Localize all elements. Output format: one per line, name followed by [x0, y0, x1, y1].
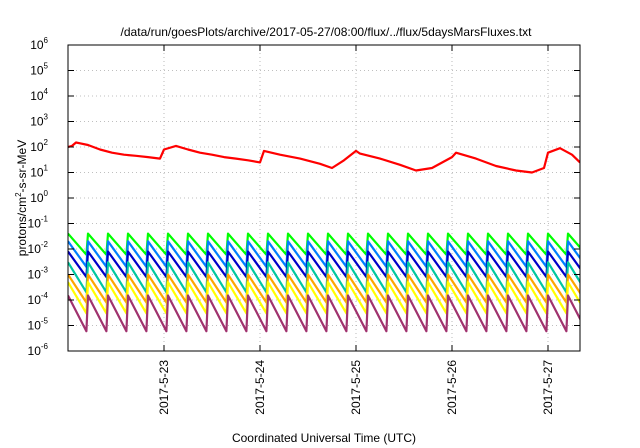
y-tick-base: 10: [28, 268, 42, 282]
y-tick-label: 104: [30, 87, 48, 103]
y-tick-exponent: -5: [41, 317, 49, 326]
y-tick-exponent: 5: [44, 62, 49, 71]
x-tick-label: 2017-5-24: [253, 360, 267, 415]
y-tick-exponent: 0: [44, 189, 49, 198]
series-line-3: [68, 250, 580, 279]
x-axis-label: Coordinated Universal Time (UTC): [232, 431, 416, 445]
y-tick-exponent: -6: [41, 342, 49, 351]
y-tick-label: 10-2: [28, 240, 49, 256]
y-tick-base: 10: [30, 140, 44, 154]
series-line-2: [68, 240, 580, 268]
y-axis: 10610510410310210110010-110-210-310-410-…: [28, 36, 580, 358]
y-tick-exponent: 6: [44, 36, 49, 45]
grid: [68, 44, 580, 352]
y-axis-label-prefix: protons/cm: [15, 197, 29, 256]
x-tick-label: 2017-5-25: [349, 360, 363, 415]
y-tick-base: 10: [30, 64, 44, 78]
y-tick-base: 10: [30, 38, 44, 52]
y-tick-base: 10: [30, 115, 44, 129]
y-tick-exponent: -4: [41, 291, 49, 300]
x-axis: 2017-5-23 2017-5-24 2017-5-25 2017-5-26 2017…: [157, 45, 555, 415]
series-line-1: [68, 232, 580, 256]
y-tick-exponent: 3: [44, 113, 49, 122]
x-tick-label: 2017-5-27: [541, 360, 555, 415]
y-tick-base: 10: [28, 242, 42, 256]
y-tick-exponent: 1: [44, 164, 49, 173]
y-tick-exponent: -1: [41, 215, 49, 224]
y-tick-label: 106: [30, 36, 48, 52]
y-tick-label: 10-3: [28, 266, 49, 282]
y-tick-label: 105: [30, 62, 48, 78]
y-tick-base: 10: [30, 191, 44, 205]
x-tick-label: 2017-5-23: [157, 360, 171, 415]
chart-title: /data/run/goesPlots/archive/2017-05-27/0…: [121, 25, 533, 39]
y-tick-label: 102: [30, 138, 48, 154]
y-tick-base: 10: [28, 293, 42, 307]
series-layer: [68, 141, 580, 333]
series-line-7: [68, 294, 580, 333]
series-line-5: [68, 273, 580, 304]
y-tick-label: 101: [30, 164, 48, 180]
y-tick-exponent: -3: [41, 266, 49, 275]
y-tick-base: 10: [30, 166, 44, 180]
y-tick-base: 10: [28, 319, 42, 333]
y-tick-base: 10: [30, 89, 44, 103]
y-tick-base: 10: [28, 217, 42, 231]
y-axis-label-sup: 2: [14, 192, 23, 197]
y-tick-label: 10-1: [28, 215, 49, 231]
y-tick-label: 10-5: [28, 317, 49, 333]
series-line-4: [68, 261, 580, 294]
y-tick-label: 10-6: [28, 342, 49, 358]
y-tick-label: 10-4: [28, 291, 49, 307]
y-tick-exponent: 2: [44, 138, 49, 147]
y-tick-label: 100: [30, 189, 48, 205]
y-axis-label-suffix: -s-sr-MeV: [15, 140, 29, 193]
y-tick-base: 10: [28, 344, 42, 358]
x-tick-label: 2017-5-26: [445, 360, 459, 415]
y-axis-label: protons/cm2-s-sr-MeV: [14, 140, 29, 256]
series-line-6: [68, 281, 580, 315]
y-tick-exponent: -2: [41, 240, 49, 249]
y-tick-exponent: 4: [44, 87, 49, 96]
series-line-0: [68, 141, 580, 174]
y-tick-label: 103: [30, 113, 48, 129]
